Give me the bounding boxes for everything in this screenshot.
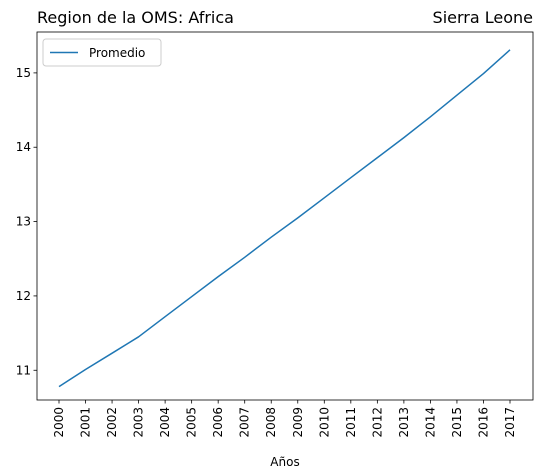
- x-tick-label: 2000: [52, 407, 66, 438]
- legend: Promedio: [42, 38, 162, 67]
- y-tick-label: 11: [16, 363, 31, 377]
- x-tick-label: 2014: [423, 407, 437, 438]
- x-tick-label: 2007: [238, 407, 252, 438]
- x-tick-label: 2004: [158, 407, 172, 438]
- x-tick-label: 2006: [211, 407, 225, 438]
- x-tick-label: 2015: [450, 407, 464, 438]
- x-tick-label: 2013: [397, 407, 411, 438]
- x-axis-label: Años: [270, 455, 299, 469]
- plot-area: 11 12 13 14 15 2000 2001 2002 2003 2004 2005 2006 20…: [16, 49, 517, 438]
- x-tick-label: 2001: [79, 407, 93, 438]
- x-tick-label: 2008: [264, 407, 278, 438]
- y-tick-label: 14: [16, 140, 31, 154]
- legend-box: [42, 38, 162, 67]
- x-tick-label: 2003: [132, 407, 146, 438]
- x-tick-label: 2012: [370, 407, 384, 438]
- y-tick-label: 12: [16, 289, 31, 303]
- x-tick-label: 2017: [503, 407, 517, 438]
- y-tick-label: 15: [16, 66, 31, 80]
- chart-title-left: Region de la OMS: Africa: [37, 8, 234, 27]
- x-tick-label: 2009: [291, 407, 305, 438]
- x-tick-label: 2002: [105, 407, 119, 438]
- series-line-promedio: [58, 49, 511, 388]
- x-tick-label: 2005: [185, 407, 199, 438]
- axes-frame: [36, 31, 534, 401]
- y-tick-label: 13: [16, 215, 31, 229]
- legend-label-promedio: Promedio: [89, 46, 145, 60]
- x-tick-label: 2010: [317, 407, 331, 438]
- chart-title-right: Sierra Leone: [433, 8, 533, 27]
- x-tick-label: 2016: [476, 407, 490, 438]
- x-tick-label: 2011: [344, 407, 358, 438]
